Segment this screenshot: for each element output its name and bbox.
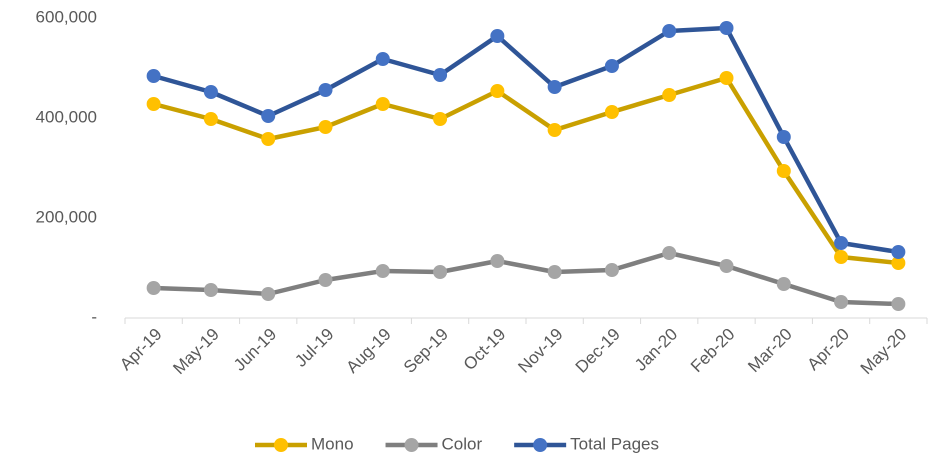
x-tick-label: Apr-19 (116, 325, 166, 375)
marker (318, 120, 333, 134)
x-tick-label: Jul-19 (291, 325, 337, 371)
legend-marker (533, 438, 548, 452)
x-tick-label: Feb-20 (687, 325, 739, 377)
marker (776, 164, 791, 178)
marker (490, 254, 505, 268)
line-series (153, 75, 899, 266)
marker (146, 281, 161, 295)
legend-label: Mono (311, 434, 354, 453)
x-tick-label: May-19 (169, 325, 223, 379)
legend-label: Total Pages (570, 434, 659, 453)
marker (203, 112, 218, 126)
marker (375, 97, 390, 111)
x-tick-label: Oct-19 (460, 325, 510, 375)
marker (604, 263, 619, 277)
marker (261, 287, 276, 301)
marker (662, 246, 677, 260)
marker (776, 277, 791, 291)
marker (433, 68, 448, 82)
legend-marker (404, 438, 419, 452)
marker (834, 250, 849, 264)
marker (834, 295, 849, 309)
x-tick-label: Sep-19 (400, 325, 452, 377)
marker (662, 88, 677, 102)
y-tick-label: 600,000 (36, 7, 97, 26)
marker (490, 29, 505, 43)
marker (547, 123, 562, 137)
marker (261, 132, 276, 146)
marker (433, 112, 448, 126)
line-series (153, 25, 899, 255)
marker (203, 283, 218, 297)
marker (604, 105, 619, 119)
marker (146, 97, 161, 111)
marker (490, 84, 505, 98)
marker (146, 69, 161, 83)
marker (547, 80, 562, 94)
marker (776, 130, 791, 144)
marker (662, 24, 677, 38)
marker (719, 21, 734, 35)
x-tick-label: May-20 (857, 325, 911, 379)
marker (547, 265, 562, 279)
marker (261, 109, 276, 123)
marker (375, 264, 390, 278)
x-tick-label: Mar-20 (744, 325, 796, 377)
x-tick-label: Apr-20 (804, 325, 854, 375)
marker (318, 83, 333, 97)
marker (604, 59, 619, 73)
marker (891, 245, 906, 259)
y-tick-label: 200,000 (36, 207, 97, 226)
marker (719, 259, 734, 273)
marker (891, 256, 906, 270)
line-series (153, 250, 899, 307)
marker (318, 273, 333, 287)
marker (433, 265, 448, 279)
x-tick-label: Nov-19 (514, 325, 566, 377)
marker (203, 85, 218, 99)
marker (834, 236, 849, 250)
y-tick-label: 400,000 (36, 107, 97, 126)
marker (891, 297, 906, 311)
x-tick-label: Jun-19 (230, 325, 280, 375)
marker (375, 52, 390, 66)
x-tick-label: Dec-19 (572, 325, 624, 377)
marker (719, 71, 734, 85)
y-tick-label: - (91, 307, 97, 326)
legend-marker (274, 438, 288, 452)
legend-label: Color (442, 434, 483, 453)
x-tick-label: Jan-20 (631, 325, 681, 375)
x-tick-label: Aug-19 (343, 325, 395, 377)
